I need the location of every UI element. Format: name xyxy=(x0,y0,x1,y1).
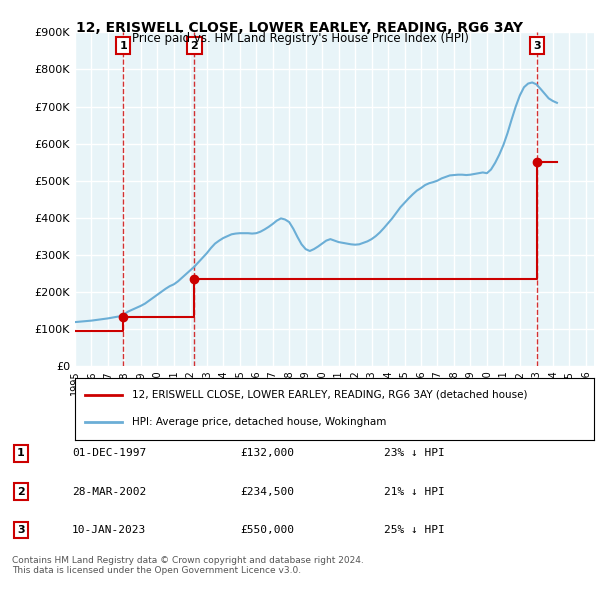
Text: Price paid vs. HM Land Registry's House Price Index (HPI): Price paid vs. HM Land Registry's House … xyxy=(131,32,469,45)
Text: 12, ERISWELL CLOSE, LOWER EARLEY, READING, RG6 3AY (detached house): 12, ERISWELL CLOSE, LOWER EARLEY, READIN… xyxy=(132,390,527,400)
Text: 10-JAN-2023: 10-JAN-2023 xyxy=(72,525,146,535)
Text: 23% ↓ HPI: 23% ↓ HPI xyxy=(384,448,445,458)
Text: 01-DEC-1997: 01-DEC-1997 xyxy=(72,448,146,458)
Text: 3: 3 xyxy=(533,41,541,51)
Text: 12, ERISWELL CLOSE, LOWER EARLEY, READING, RG6 3AY: 12, ERISWELL CLOSE, LOWER EARLEY, READIN… xyxy=(77,21,523,35)
Text: 3: 3 xyxy=(17,525,25,535)
Text: 1: 1 xyxy=(17,448,25,458)
Text: 2: 2 xyxy=(17,487,25,497)
Text: 2: 2 xyxy=(191,41,199,51)
Text: 1: 1 xyxy=(119,41,127,51)
Text: HPI: Average price, detached house, Wokingham: HPI: Average price, detached house, Woki… xyxy=(132,417,386,427)
Text: £132,000: £132,000 xyxy=(240,448,294,458)
Text: £234,500: £234,500 xyxy=(240,487,294,497)
Text: £550,000: £550,000 xyxy=(240,525,294,535)
Text: 21% ↓ HPI: 21% ↓ HPI xyxy=(384,487,445,497)
Text: 25% ↓ HPI: 25% ↓ HPI xyxy=(384,525,445,535)
Text: Contains HM Land Registry data © Crown copyright and database right 2024.
This d: Contains HM Land Registry data © Crown c… xyxy=(12,556,364,575)
Text: 28-MAR-2002: 28-MAR-2002 xyxy=(72,487,146,497)
